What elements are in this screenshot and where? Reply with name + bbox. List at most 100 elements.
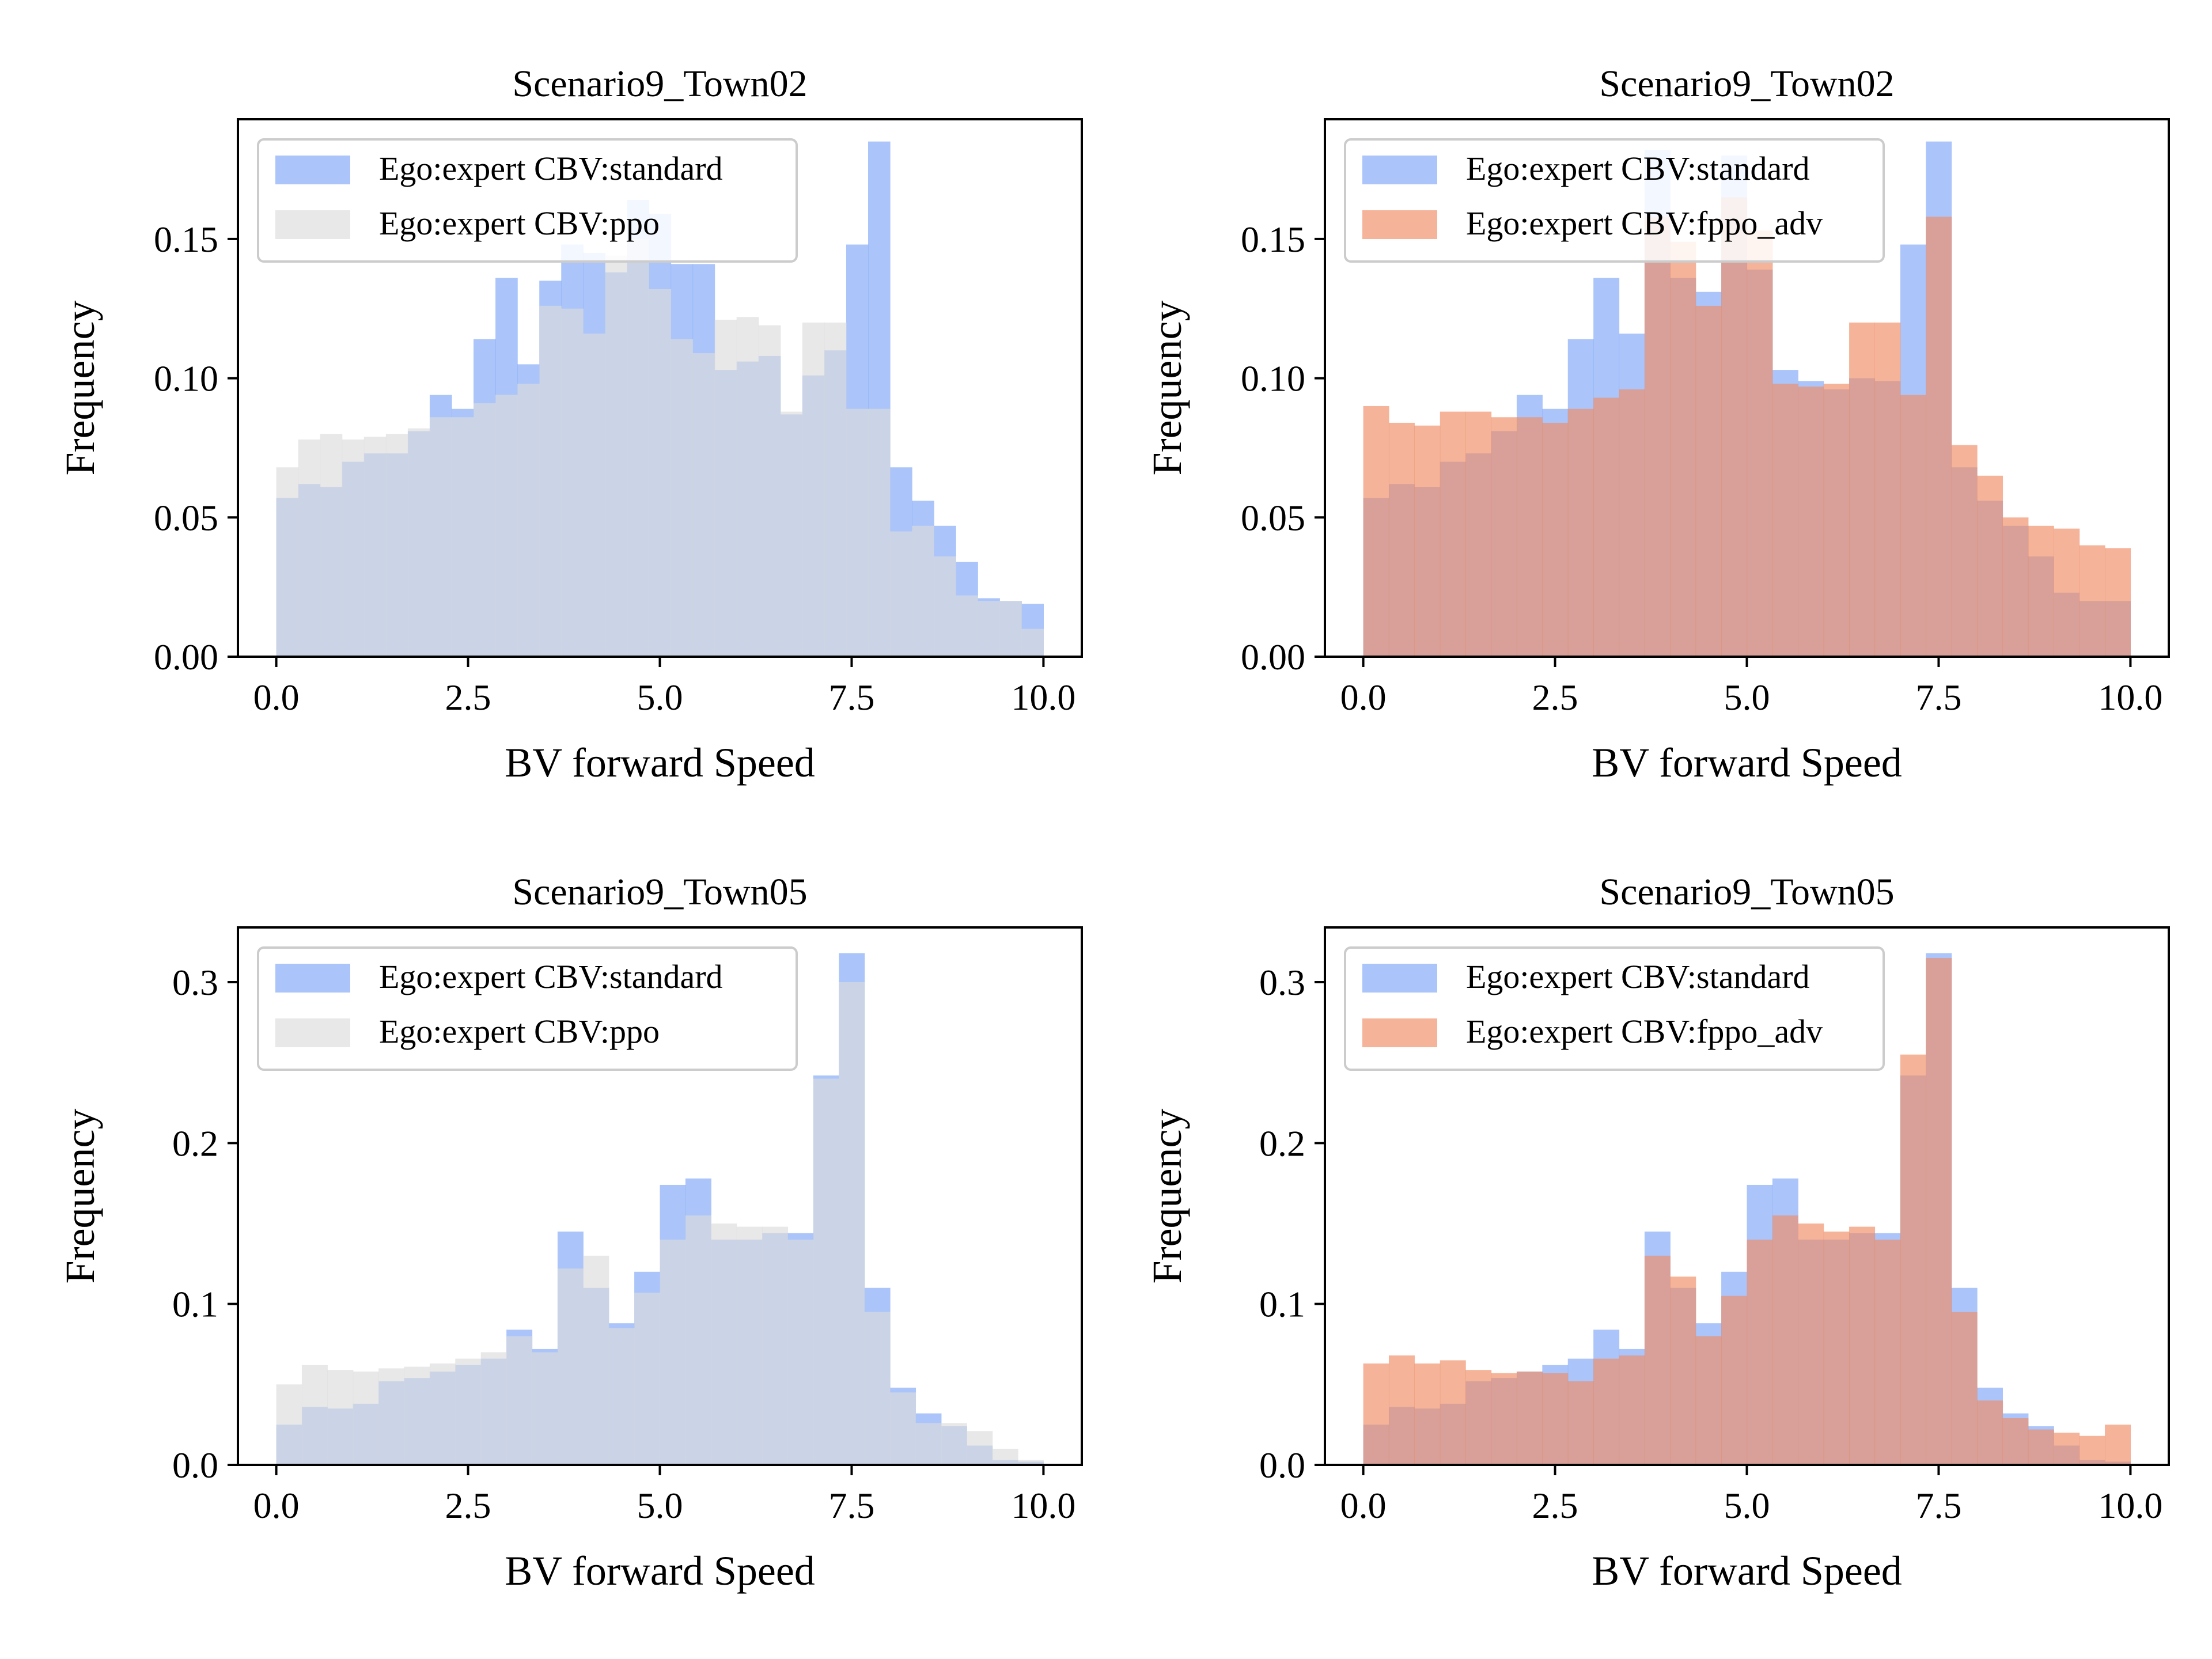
bar	[532, 1352, 558, 1465]
bar	[868, 408, 891, 657]
bar	[692, 353, 715, 657]
y-tick-label: 0.15	[1241, 219, 1305, 260]
bar	[495, 395, 518, 657]
y-tick-label: 0.00	[1241, 637, 1305, 677]
bar	[1491, 1373, 1517, 1465]
bar	[1414, 1363, 1441, 1465]
bar	[1926, 958, 1952, 1465]
legend-entry: Ego:expert CBV:standard	[379, 958, 723, 995]
bar	[912, 525, 934, 657]
y-tick-label: 0.10	[1241, 358, 1305, 399]
bar	[1440, 1360, 1466, 1465]
bar	[649, 289, 672, 657]
bar	[1388, 422, 1415, 657]
bar	[890, 531, 912, 657]
bar	[2054, 1433, 2080, 1465]
series-ppo	[276, 982, 1044, 1465]
bar	[758, 325, 781, 657]
legend: Ego:expert CBV:standard Ego:expert CBV:pp…	[257, 138, 798, 263]
bar	[967, 1431, 993, 1465]
bar	[1465, 411, 1492, 657]
bar	[711, 1223, 737, 1465]
x-tick-label: 5.0	[1724, 677, 1770, 718]
bar	[1440, 411, 1466, 657]
series-fppo_adv	[1363, 958, 2131, 1465]
subplot-title: Scenario9_Town02	[512, 63, 807, 105]
bar	[608, 1328, 635, 1465]
subplot-title: Scenario9_Town05	[512, 871, 807, 913]
bar	[539, 305, 562, 657]
bar	[517, 384, 540, 657]
y-tick-label: 0.1	[1259, 1284, 1305, 1325]
x-tick-label: 0.0	[1340, 677, 1387, 718]
bar	[1644, 217, 1671, 657]
bar	[353, 1371, 379, 1465]
bar	[846, 408, 869, 657]
bar	[1721, 1296, 1748, 1465]
bar	[1018, 1460, 1044, 1465]
legend-swatch	[1362, 1018, 1437, 1047]
bar	[978, 601, 1000, 657]
bar	[1747, 230, 1773, 657]
bar	[480, 1352, 507, 1465]
bar	[429, 1363, 456, 1465]
x-tick-label: 5.0	[637, 677, 683, 718]
bar	[1977, 475, 2003, 657]
subplot-title: Scenario9_Town05	[1599, 871, 1894, 913]
bar	[780, 411, 803, 657]
bar	[1772, 1215, 1798, 1465]
y-tick-label: 0.00	[154, 637, 218, 677]
bar	[934, 556, 956, 657]
y-tick-label: 0.05	[154, 497, 218, 538]
bar	[320, 434, 343, 657]
bar	[736, 1226, 763, 1465]
bar	[385, 434, 408, 657]
bar	[378, 1368, 405, 1465]
legend-box	[1344, 138, 1885, 263]
bar	[1593, 1358, 1620, 1465]
bar	[999, 601, 1022, 657]
bar	[1874, 322, 1901, 657]
x-tick-label: 0.0	[253, 677, 300, 718]
y-tick-label: 0.10	[154, 358, 218, 399]
bar	[802, 322, 825, 657]
bar	[1951, 1312, 1978, 1465]
bar	[276, 1384, 302, 1465]
bar	[301, 1365, 328, 1465]
y-tick-label: 0.0	[172, 1445, 218, 1486]
bar	[1977, 1400, 2003, 1465]
legend-entry: Ego:expert CBV:ppo	[379, 1013, 660, 1050]
x-tick-label: 7.5	[828, 1485, 874, 1526]
bar	[1021, 628, 1044, 657]
legend-entry: Ego:expert CBV:standard	[379, 150, 723, 187]
subplot-3: 0.0 2.5 5.0 7.5 10.0 0.0 0.1 0.2 0.3 Scenario9_To…	[57, 871, 1083, 1594]
subplot-title: Scenario9_Town02	[1599, 63, 1894, 105]
legend-swatch	[275, 964, 350, 993]
bar	[474, 403, 496, 657]
bar	[1900, 1054, 1926, 1465]
y-axis-label: Frequency	[57, 1109, 103, 1284]
bar	[1542, 1373, 1569, 1465]
bar	[1670, 1277, 1696, 1465]
bar	[1363, 1363, 1389, 1465]
bar	[2002, 517, 2029, 657]
y-tick-label: 0.3	[172, 962, 218, 1003]
x-axis-label: BV forward Speed	[505, 740, 815, 786]
bar	[941, 1423, 967, 1465]
bar	[915, 1423, 942, 1465]
bar	[660, 1239, 686, 1465]
bar	[1721, 197, 1748, 657]
bar	[1695, 1336, 1722, 1465]
x-tick-label: 2.5	[1532, 1485, 1578, 1526]
bar	[627, 238, 650, 657]
bar	[2105, 1425, 2131, 1465]
y-tick-label: 0.2	[172, 1123, 218, 1164]
legend-entry: Ego:expert CBV:standard	[1466, 958, 1810, 995]
bar	[1542, 422, 1569, 657]
bar	[1593, 397, 1620, 657]
legend: Ego:expert CBV:standard Ego:expert CBV:pp…	[257, 946, 798, 1071]
bar	[1516, 1371, 1543, 1465]
legend-entry: Ego:expert CBV:fppo_adv	[1466, 1013, 1823, 1050]
series-fppo_adv	[1363, 197, 2131, 657]
bar	[583, 334, 605, 657]
